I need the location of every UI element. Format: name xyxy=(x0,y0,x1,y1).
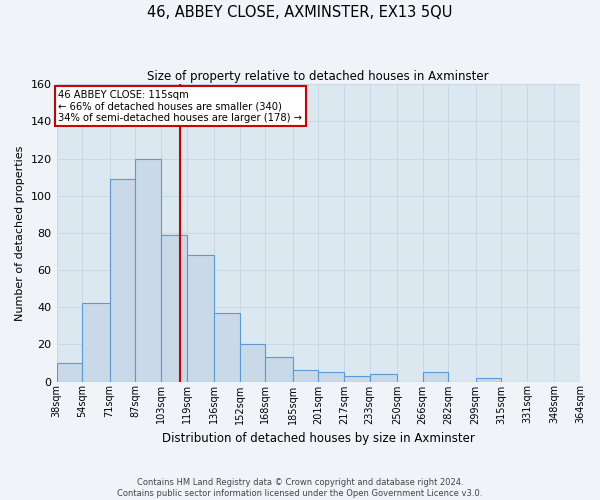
Bar xyxy=(214,313,239,382)
Y-axis label: Number of detached properties: Number of detached properties xyxy=(15,145,25,320)
Bar xyxy=(318,372,344,382)
Bar xyxy=(422,372,448,382)
Bar xyxy=(344,376,370,382)
Bar xyxy=(476,378,502,382)
Bar xyxy=(293,370,318,382)
Text: Contains HM Land Registry data © Crown copyright and database right 2024.
Contai: Contains HM Land Registry data © Crown c… xyxy=(118,478,482,498)
Text: 46 ABBEY CLOSE: 115sqm
← 66% of detached houses are smaller (340)
34% of semi-de: 46 ABBEY CLOSE: 115sqm ← 66% of detached… xyxy=(58,90,302,123)
Bar xyxy=(56,363,82,382)
Bar xyxy=(82,304,110,382)
Title: Size of property relative to detached houses in Axminster: Size of property relative to detached ho… xyxy=(148,70,489,83)
X-axis label: Distribution of detached houses by size in Axminster: Distribution of detached houses by size … xyxy=(162,432,475,445)
Bar xyxy=(370,374,397,382)
Bar xyxy=(265,358,293,382)
Bar xyxy=(135,158,161,382)
Bar xyxy=(239,344,265,382)
Bar xyxy=(161,234,187,382)
Bar xyxy=(187,255,214,382)
Text: 46, ABBEY CLOSE, AXMINSTER, EX13 5QU: 46, ABBEY CLOSE, AXMINSTER, EX13 5QU xyxy=(148,5,452,20)
Bar xyxy=(110,179,135,382)
